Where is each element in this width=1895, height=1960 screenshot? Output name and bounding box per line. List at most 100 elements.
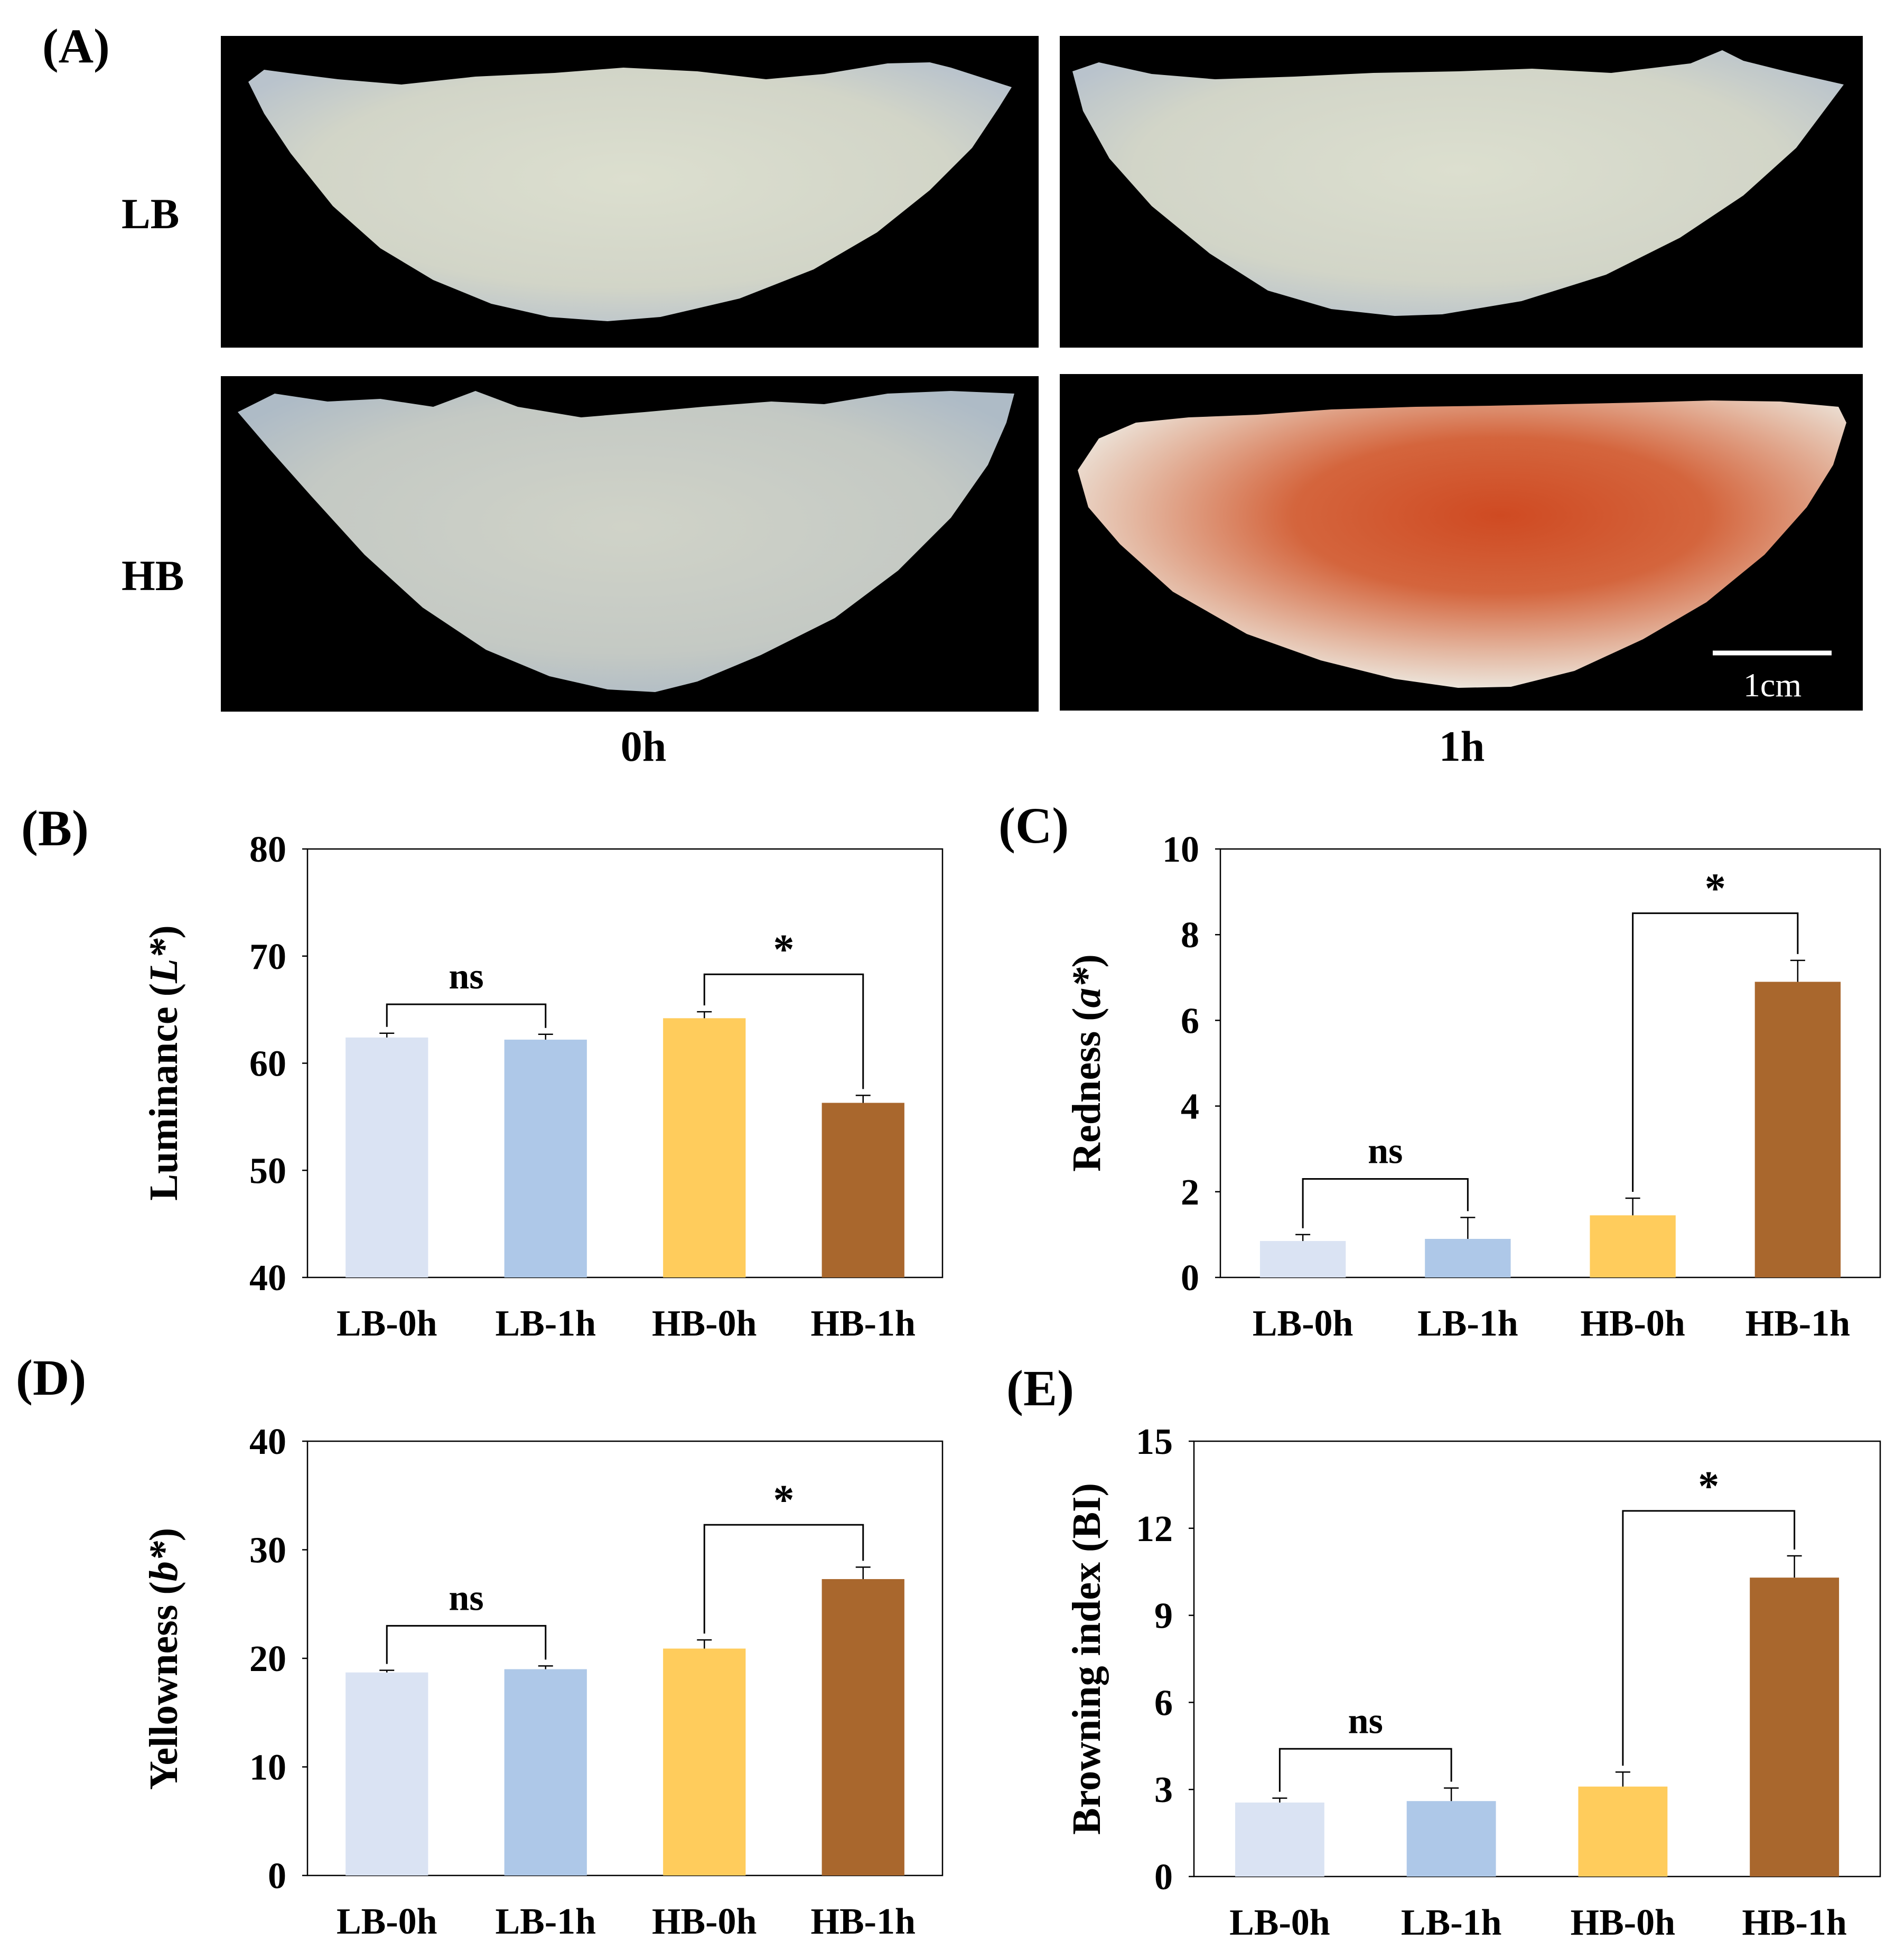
panel-label: (C) <box>998 797 1069 854</box>
x-tick-label: LB-1h <box>495 1303 596 1344</box>
bar-hb-1h <box>1754 982 1841 1277</box>
y-axis-label-close: ) <box>142 925 186 938</box>
y-tick-label: 6 <box>1181 1001 1199 1041</box>
bar-hb-1h <box>822 1579 904 1875</box>
col-label-1h: 1h <box>1439 722 1485 770</box>
y-tick-label: 0 <box>1154 1857 1173 1898</box>
significance-label: * <box>1705 866 1726 912</box>
significance-bracket <box>1632 912 1799 1192</box>
y-tick-label: 70 <box>249 937 286 977</box>
y-tick-label: 4 <box>1181 1087 1199 1127</box>
y-axis-label-variable: L* <box>142 938 186 984</box>
y-tick-label: 15 <box>1136 1422 1173 1462</box>
y-tick-label: 8 <box>1181 915 1199 956</box>
panel-a: (A) LB HB 1cm 0h 1h <box>42 19 1863 770</box>
photo-lb-0h <box>221 36 1039 348</box>
significance-bracket <box>1302 1178 1469 1228</box>
bar-hb-0h <box>663 1018 746 1277</box>
y-tick-label: 12 <box>1136 1509 1173 1550</box>
x-tick-label: HB-0h <box>652 1901 757 1942</box>
y-tick-label: 50 <box>249 1151 286 1191</box>
x-tick-label: HB-1h <box>1745 1303 1850 1344</box>
bar-lb-0h <box>346 1037 428 1277</box>
x-tick-label: HB-0h <box>1580 1303 1685 1344</box>
significance-bracket <box>1622 1510 1796 1766</box>
y-tick-label: 0 <box>1181 1258 1199 1299</box>
photo-lb-1h <box>1060 36 1863 348</box>
significance-label: * <box>1698 1463 1719 1510</box>
significance-bracket <box>703 1524 864 1634</box>
chart-luminance: (B) 40 50 60 70 80 Luminance (L*) LB-0h LB-1h HB-… <box>21 800 944 1344</box>
y-tick-label: 30 <box>249 1530 286 1571</box>
bar-lb-0h <box>1235 1802 1324 1877</box>
y-axis-label: Browning index (BI) <box>1065 1483 1109 1835</box>
x-tick-label: HB-1h <box>1742 1902 1846 1943</box>
scale-bar-label: 1cm <box>1743 666 1801 704</box>
y-axis-label-close: ) <box>1065 954 1109 967</box>
significance-label: ns <box>449 1578 483 1618</box>
significance-bracket <box>386 1625 547 1664</box>
y-axis-label-text: Browning index (BI) <box>1065 1483 1109 1835</box>
bar-lb-1h <box>1406 1801 1496 1877</box>
col-label-0h: 0h <box>621 722 667 770</box>
y-tick-label: 20 <box>249 1639 286 1679</box>
y-axis-label: Luminance (L*) <box>142 925 186 1200</box>
bar-hb-0h <box>1590 1215 1676 1277</box>
bar-hb-1h <box>1750 1578 1840 1877</box>
significance-bracket <box>386 1003 547 1028</box>
chart-redness: (C) 0 2 4 6 8 10 Redness (a*) LB-0h LB-1h HB-0h HB-… <box>998 797 1881 1344</box>
tissue-slice <box>1078 400 1846 688</box>
x-tick-label: LB-0h <box>1229 1902 1330 1943</box>
row-label-lb: LB <box>122 190 179 238</box>
y-axis-label-variable: b* <box>142 1541 186 1581</box>
chart-browning-index: (E) 0 3 6 9 12 15 Browning index (BI) LB-0h LB-1h… <box>1006 1360 1881 1943</box>
plot-frame <box>1193 1440 1881 1878</box>
x-tick-label: HB-1h <box>811 1303 916 1344</box>
significance-bracket <box>703 973 864 1089</box>
y-tick-label: 0 <box>268 1856 286 1897</box>
panel-label: (B) <box>21 800 89 856</box>
significance-label: ns <box>1368 1131 1403 1171</box>
bar-hb-1h <box>822 1103 904 1277</box>
tissue-slice <box>238 391 1014 692</box>
bar-hb-0h <box>663 1648 746 1875</box>
x-tick-label: HB-0h <box>1571 1902 1675 1943</box>
x-tick-label: HB-1h <box>811 1901 916 1942</box>
panel-a-label: (A) <box>42 19 110 73</box>
y-axis-label-text: Redness ( <box>1065 1007 1109 1171</box>
y-axis-label: Yellowness (b*) <box>142 1528 186 1790</box>
y-axis-label-text: Yellowness ( <box>142 1581 186 1790</box>
x-tick-label: LB-0h <box>1253 1303 1353 1344</box>
y-axis-label-close: ) <box>142 1528 186 1541</box>
x-tick-label: LB-1h <box>1401 1902 1502 1943</box>
y-axis-label: Redness (a*) <box>1065 954 1109 1172</box>
x-tick-label: LB-0h <box>337 1303 437 1344</box>
y-tick-label: 9 <box>1154 1596 1173 1637</box>
chart-yellowness: (D) 0 10 20 30 40 Yellowness (b*) LB-0h LB-1h HB-… <box>16 1349 944 1942</box>
bar-lb-1h <box>504 1039 587 1277</box>
y-tick-label: 6 <box>1154 1683 1173 1723</box>
y-tick-label: 10 <box>249 1748 286 1788</box>
x-tick-label: LB-0h <box>337 1901 437 1942</box>
tissue-slice <box>248 62 1012 321</box>
significance-label: ns <box>449 956 483 997</box>
tissue-slice <box>1072 50 1844 316</box>
significance-label: * <box>773 927 795 973</box>
photo-hb-1h: 1cm <box>1060 374 1863 711</box>
significance-label: * <box>773 1477 795 1524</box>
significance-label: ns <box>1348 1701 1383 1741</box>
bar-lb-1h <box>504 1669 587 1875</box>
bar-hb-0h <box>1578 1786 1668 1877</box>
photo-hb-0h <box>221 376 1039 712</box>
x-tick-label: LB-1h <box>495 1901 596 1942</box>
y-tick-label: 60 <box>249 1044 286 1085</box>
panel-label: (E) <box>1006 1360 1074 1416</box>
y-tick-label: 2 <box>1181 1172 1199 1213</box>
x-tick-label: HB-0h <box>652 1303 757 1344</box>
significance-bracket <box>1278 1748 1452 1792</box>
y-tick-label: 3 <box>1154 1770 1173 1810</box>
y-tick-label: 80 <box>249 829 286 870</box>
bar-lb-0h <box>1259 1241 1346 1277</box>
panel-label: (D) <box>16 1349 86 1406</box>
